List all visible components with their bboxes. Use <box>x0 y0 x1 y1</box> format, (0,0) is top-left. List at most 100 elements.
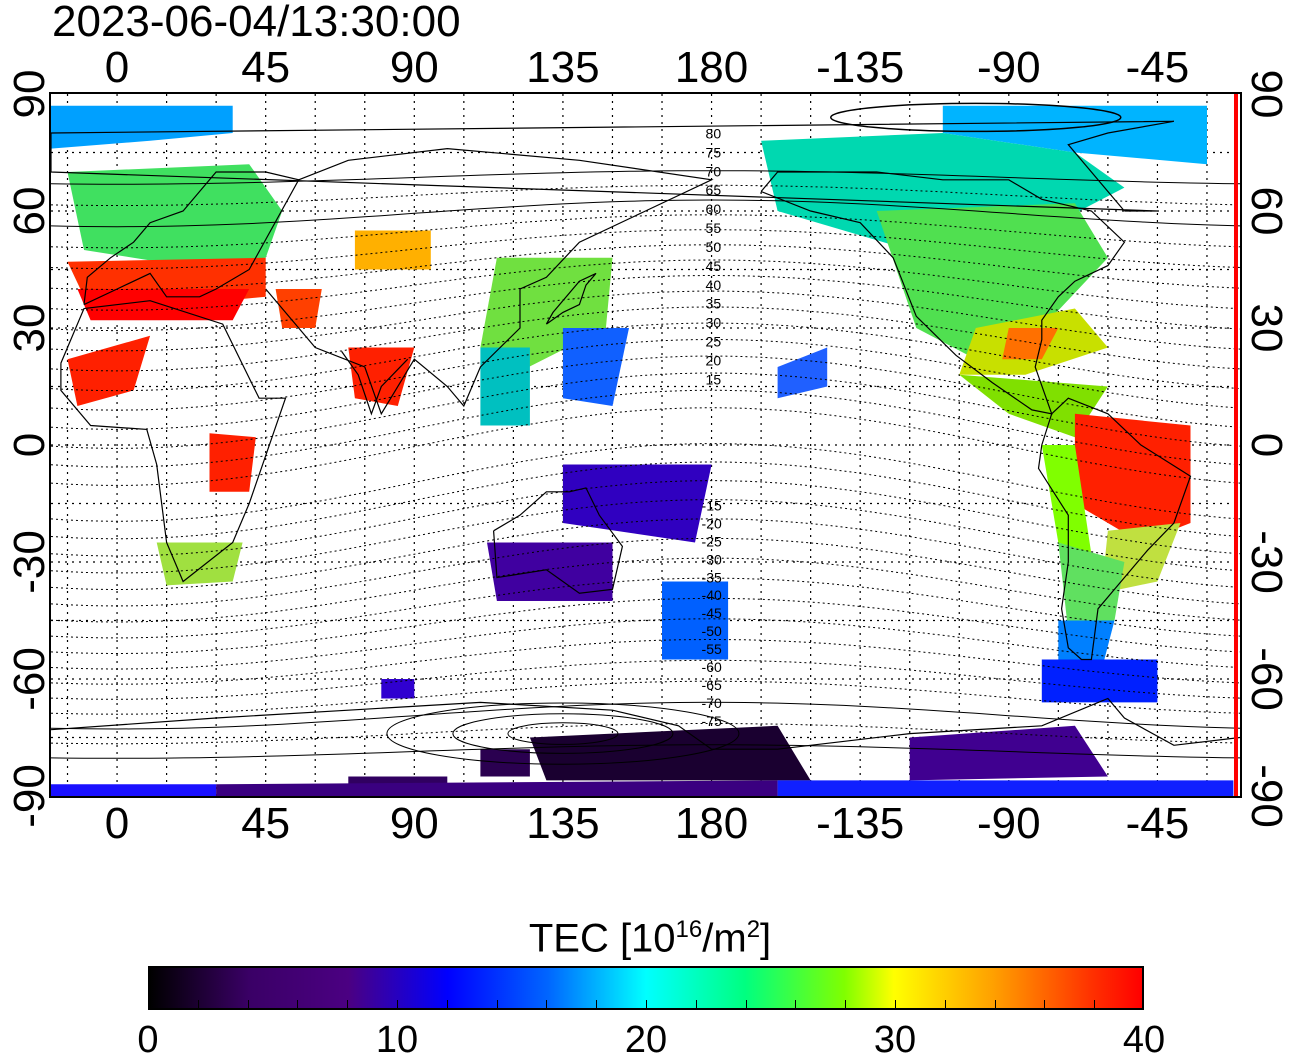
dip-label: -45 <box>702 605 722 621</box>
right-lat-tick: 0 <box>1242 432 1291 458</box>
colorbar-tick <box>795 1000 797 1010</box>
dip-contour <box>51 244 1240 291</box>
bottom-longitude-axis: 0 45 90 135 180 -135 -90 -45 <box>0 800 1294 848</box>
left-lat-tick: 0 <box>5 432 54 458</box>
dip-contour <box>51 618 1240 670</box>
colorbar-tick-label: 10 <box>375 1019 419 1061</box>
colorbar-tick <box>1044 1000 1046 1010</box>
right-lat-tick: -90 <box>1242 764 1291 828</box>
tec-region <box>1058 620 1115 672</box>
dip-label: -35 <box>702 569 722 585</box>
dip-contour <box>51 355 1240 430</box>
tec-region <box>942 105 1207 165</box>
bottom-lon-tick: 45 <box>241 799 291 848</box>
dip-contour <box>51 443 1240 522</box>
tec-region <box>959 374 1108 438</box>
tec-region <box>209 433 256 492</box>
dip-contour <box>51 461 1240 540</box>
dip-contour <box>51 290 1240 352</box>
tec-region <box>480 257 613 375</box>
timestamp-title: 2023-06-04/13:30:00 <box>52 0 461 46</box>
dip-label: -60 <box>702 659 722 675</box>
top-lon-tick: 45 <box>241 43 291 92</box>
world-map-panel: 80 75 70 65 60 55 50 45 40 35 30 25 20 15 -15 -20 -25 -30… <box>49 92 1242 798</box>
dip-contour <box>51 480 1240 557</box>
dip-contour <box>51 577 1240 639</box>
coastline <box>545 272 597 325</box>
left-lat-tick: 90 <box>5 69 54 119</box>
colorbar-tick <box>297 1000 299 1010</box>
dip-contour <box>51 274 1240 332</box>
coastline <box>341 351 409 416</box>
top-lon-tick: -135 <box>816 43 905 92</box>
tec-region <box>51 105 233 149</box>
colorbar-tick-label: 40 <box>1122 1019 1166 1061</box>
dip-contour <box>51 170 1240 185</box>
dip-label: -15 <box>702 498 722 514</box>
colorbar-tick <box>845 1000 847 1010</box>
dip-label: 70 <box>706 163 722 179</box>
tec-region <box>1002 328 1059 360</box>
left-lat-tick: -60 <box>5 647 54 711</box>
dip-label: 45 <box>706 258 722 274</box>
dip-contour <box>507 722 619 745</box>
colorbar-tick <box>397 1000 398 1010</box>
left-lat-tick: -90 <box>5 764 54 828</box>
dip-label: 55 <box>706 220 722 236</box>
top-lon-tick: 180 <box>674 43 749 92</box>
colorbar-tick <box>895 1000 896 1010</box>
top-lon-tick: 90 <box>389 43 439 92</box>
colorbar-title: TEC [1016/m2] <box>528 916 772 961</box>
dip-label: -25 <box>702 533 722 549</box>
right-latitude-axis: 90 60 30 0 -30 -60 -90 <box>1236 0 1294 900</box>
tec-region <box>777 347 828 399</box>
dip-contour <box>51 659 1240 700</box>
magnetic-dip-contours <box>51 102 1240 765</box>
dip-contour <box>830 102 1122 133</box>
top-lon-tick: 135 <box>526 43 600 92</box>
dip-label: 65 <box>706 182 722 198</box>
dip-contour <box>51 597 1240 655</box>
colorbar-tick <box>247 1000 249 1010</box>
dip-contour <box>51 407 1240 486</box>
bottom-lon-tick: -135 <box>816 799 905 848</box>
dip-label: -30 <box>702 551 722 567</box>
colorbar-tick <box>496 1000 498 1010</box>
dip-label: 40 <box>706 277 722 293</box>
dip-contour <box>51 199 1240 228</box>
dip-contour <box>452 713 674 754</box>
dip-contour-labels: 80 75 70 65 60 55 50 45 40 35 30 25 20 15 -15-20 -25 -30… <box>702 125 722 728</box>
colorbar-tick-label: 30 <box>873 1019 917 1061</box>
coastline <box>51 697 1240 750</box>
colorbar-tick <box>944 1000 946 1010</box>
top-lon-tick: -90 <box>977 43 1041 92</box>
colorbar-tick <box>546 1000 548 1010</box>
dip-label: -20 <box>702 515 722 531</box>
dip-label: -65 <box>702 677 722 693</box>
dip-contour <box>51 723 1240 745</box>
dip-label: 20 <box>706 352 722 368</box>
right-edge-marker <box>1234 94 1238 796</box>
coastline <box>51 120 1175 212</box>
tec-region <box>381 679 415 699</box>
tec-region <box>909 725 1108 781</box>
colorbar-tick-label: 0 <box>137 1019 159 1061</box>
dip-contour <box>51 701 1240 730</box>
dip-label: -75 <box>702 713 722 729</box>
tec-region <box>562 328 629 406</box>
tec-region <box>67 335 151 406</box>
tec-region <box>156 542 243 586</box>
bottom-lon-tick: -45 <box>1125 799 1190 848</box>
dip-label: 80 <box>706 125 722 141</box>
tec-region <box>777 780 1234 796</box>
dip-label: 25 <box>706 334 722 350</box>
colorbar-tick <box>1094 1000 1096 1010</box>
tec-region <box>562 464 712 543</box>
dip-label: 60 <box>706 201 722 217</box>
bottom-lon-tick: 90 <box>389 799 439 848</box>
tec-region <box>662 581 729 660</box>
left-lat-tick: 60 <box>5 186 54 236</box>
dip-contour <box>51 184 1240 206</box>
right-lat-tick: 90 <box>1242 69 1291 119</box>
bottom-lon-tick: -90 <box>977 799 1041 848</box>
